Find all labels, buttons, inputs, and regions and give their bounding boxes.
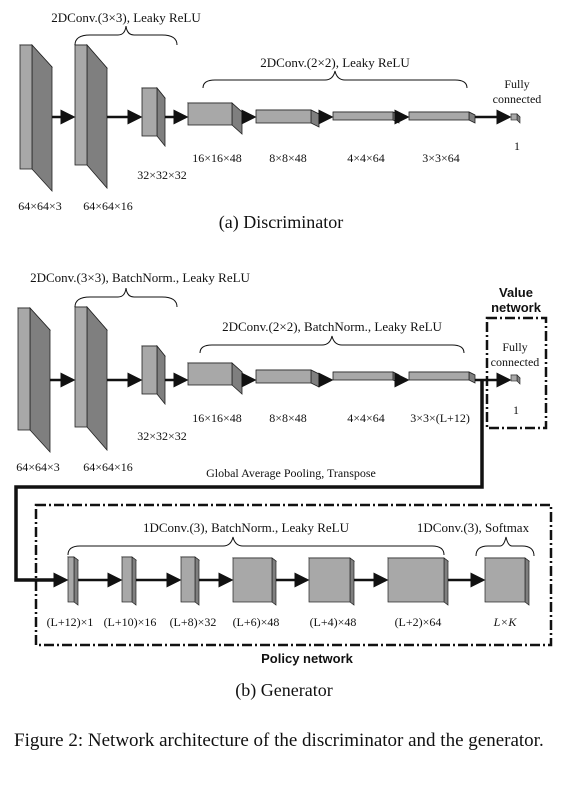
policy-layer-block [231,557,278,606]
discriminator-title: (a) Discriminator [219,212,343,233]
discriminator-diagram: 2DConv.(3×3), Leaky ReLU 2DConv.(2×2), L… [18,10,541,233]
conv2x2-bracket [199,335,465,354]
conv1d-label: 1DConv.(3), BatchNorm., Leaky ReLU [143,520,350,535]
shape-label: 64×64×3 [18,199,62,213]
policy-layer-block [483,557,531,606]
fc-label: connected [493,92,542,106]
layer-block [141,344,166,406]
conv2x2-bracket [202,70,468,89]
shape-label: 3×3×(L+12) [410,411,470,425]
layer-block [255,369,320,388]
conv2x2-label: 2DConv.(2×2), Leaky ReLU [260,55,410,70]
fc-label: Fully [504,77,529,91]
conv1d-bracket [67,536,445,556]
conv3x3-label: 2DConv.(3×3), Leaky ReLU [51,10,201,25]
policy-layer-block [66,556,80,606]
shape-label: 16×16×48 [192,151,242,165]
layer-block [332,111,400,124]
shape-label: 64×64×16 [83,199,133,213]
shape-label: 64×64×3 [16,460,60,474]
layer-block [141,86,166,148]
fully-connected-node [510,374,521,385]
shape-label: 8×8×48 [269,411,307,425]
policy-shape-label: (L+2)×64 [395,615,442,629]
generator-title: (b) Generator [235,680,332,701]
shape-label: 4×4×64 [347,411,385,425]
layer-block [19,43,53,193]
figure-caption: Figure 2: Network architecture of the di… [14,730,544,751]
generator-diagram: 2DConv.(3×3), BatchNorm., Leaky ReLU 2DC… [14,270,553,701]
policy-shape-label: (L+12)×1 [47,615,94,629]
shape-label: 32×32×32 [137,168,187,182]
fc-label: connected [491,355,540,369]
layer-block [17,306,51,454]
pooling-label: Global Average Pooling, Transpose [206,466,376,480]
shape-label: 16×16×48 [192,411,242,425]
fc-output-label: 1 [513,403,519,417]
layer-block [186,102,244,135]
softmax-bracket [475,536,535,557]
policy-shape-label: (L+4)×48 [310,615,357,629]
layer-block [332,371,400,384]
value-network-label: network [491,300,542,315]
policy-network-box [34,503,553,647]
policy-layer-block [386,557,450,606]
layer-block [255,109,320,128]
policy-layer-block [307,557,356,606]
policy-shape-label: (L+8)×32 [170,615,217,629]
policy-network-label: Policy network [261,651,354,666]
shape-label: 4×4×64 [347,151,385,165]
fc-output-label: 1 [514,139,520,153]
policy-layer-block [179,556,201,606]
layer-block [74,305,108,452]
fully-connected-node [510,113,521,124]
value-network-box [485,316,548,430]
architecture-diagram: 2DConv.(3×3), Leaky ReLU 2DConv.(2×2), L… [14,10,553,701]
policy-shape-label: (L+6)×48 [233,615,280,629]
conv3x3-bracket [74,287,178,308]
layer-block [186,362,244,395]
policy-shape-label: (L+10)×16 [104,615,157,629]
policy-shape-label: L×K [493,615,518,629]
value-network-label: Value [499,285,533,300]
shape-label: 8×8×48 [269,151,307,165]
conv3x3-bracket [74,25,178,46]
layer-block [408,111,476,124]
layer-block [74,43,108,190]
fc-label: Fully [502,340,527,354]
shape-label: 64×64×16 [83,460,133,474]
layer-block [408,371,476,384]
conv3x3-label: 2DConv.(3×3), BatchNorm., Leaky ReLU [30,270,250,285]
softmax-label: 1DConv.(3), Softmax [417,520,530,535]
conv2x2-label: 2DConv.(2×2), BatchNorm., Leaky ReLU [222,319,442,334]
policy-layer-block [120,556,138,606]
shape-label: 32×32×32 [137,429,187,443]
shape-label: 3×3×64 [422,151,460,165]
